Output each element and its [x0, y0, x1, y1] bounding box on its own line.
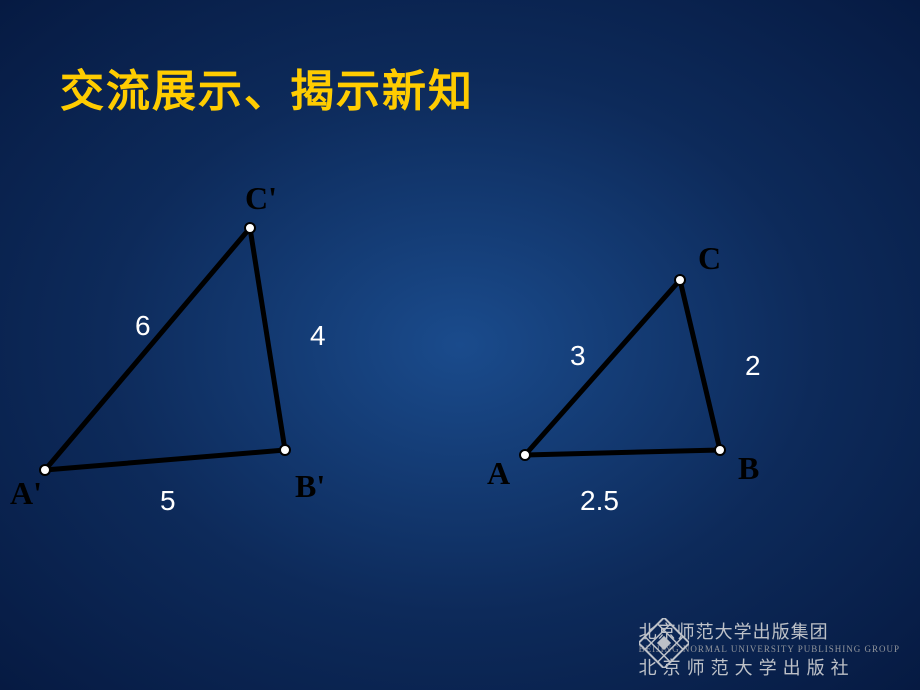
edge-label: 2.5 [580, 485, 619, 517]
edge-label: 2 [745, 350, 761, 382]
publisher-logo-icon [639, 618, 689, 668]
vertex-label: C [698, 240, 721, 277]
vertex-marker [40, 465, 50, 475]
vertex-label: B [738, 450, 759, 487]
triangle-edge [45, 450, 285, 470]
vertex-label: A' [10, 475, 42, 512]
edge-label: 3 [570, 340, 586, 372]
triangle-edge [680, 280, 720, 450]
triangles-diagram: 6 4 5 A' B' C' 3 2 2.5 A B C [0, 150, 920, 550]
slide-title: 交流展示、揭示新知 [60, 55, 474, 119]
publisher-footer: 北京师范大学出版集团 BEIJING NORMAL UNIVERSITY PUB… [639, 618, 900, 680]
triangles-svg [0, 150, 920, 550]
vertex-marker [245, 223, 255, 233]
vertex-label: C' [245, 180, 277, 217]
triangle-edge [525, 280, 680, 455]
vertex-marker [715, 445, 725, 455]
edge-label: 6 [135, 310, 151, 342]
vertex-marker [675, 275, 685, 285]
edge-label: 4 [310, 320, 326, 352]
vertex-marker [520, 450, 530, 460]
edge-label: 5 [160, 485, 176, 517]
vertex-label: A [487, 455, 510, 492]
vertex-marker [280, 445, 290, 455]
triangle-edge [45, 228, 250, 470]
triangle-edge [525, 450, 720, 455]
vertex-label: B' [295, 468, 325, 505]
triangle-edge [250, 228, 285, 450]
